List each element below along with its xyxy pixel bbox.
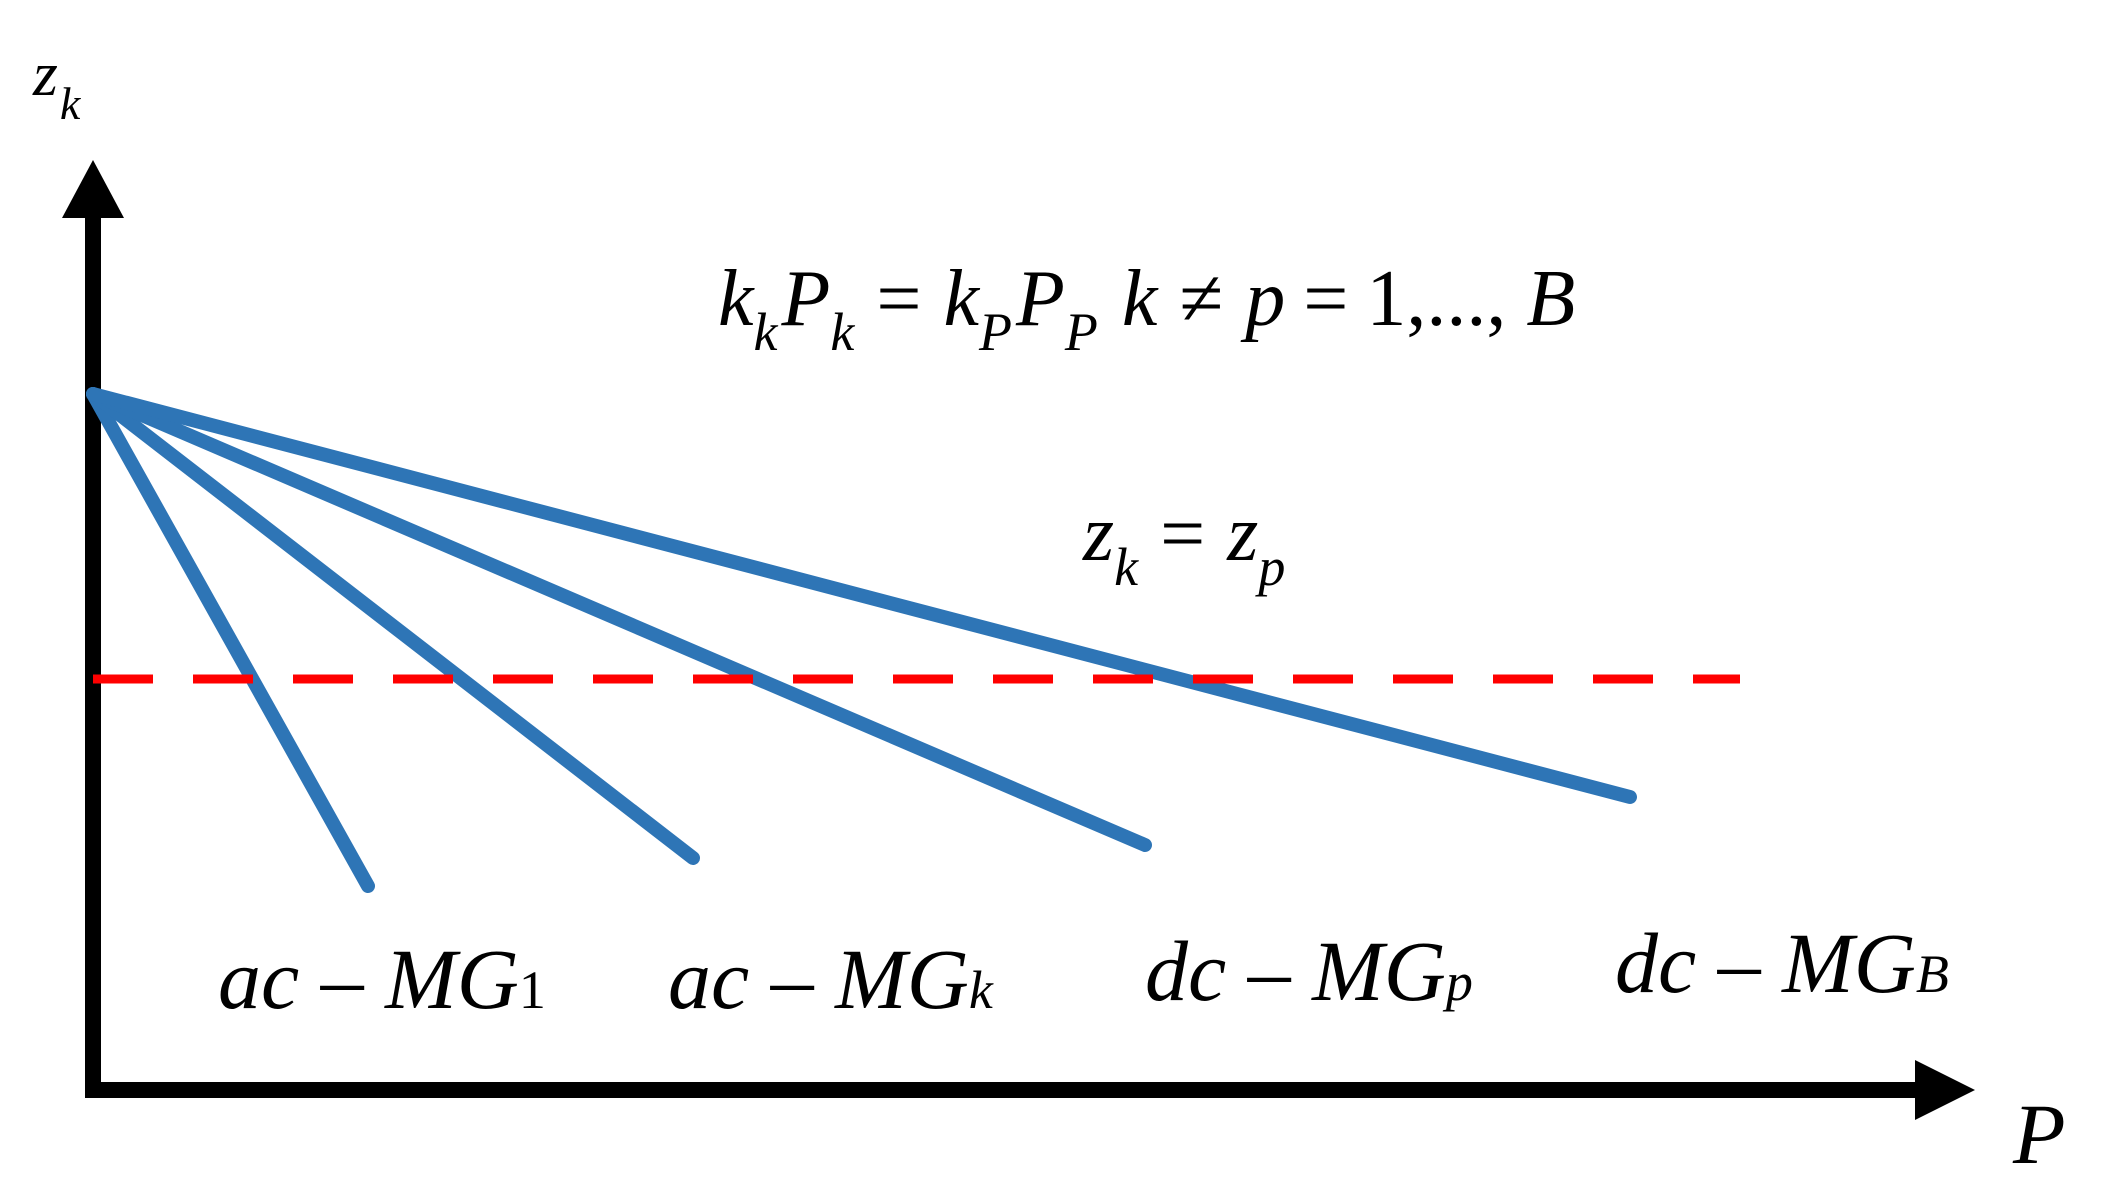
equation-equal-index: zk = zp — [1082, 490, 1285, 597]
y-axis-arrow-icon — [62, 160, 124, 218]
label-dc-mgp: dc – MGp — [1145, 923, 1473, 1019]
label-ac-mgk: ac – MGk — [668, 931, 994, 1027]
axes — [62, 160, 1975, 1120]
equation-equal-power-share: kkPk = kPPP k ≠ p = 1,..., B — [718, 255, 1575, 362]
x-axis-arrow-icon — [1915, 1060, 1975, 1120]
x-axis-label: P — [2012, 1086, 2066, 1182]
y-axis-label: zk — [32, 38, 82, 129]
droop-lines — [86, 387, 1637, 893]
droop-line-dc-mgp — [86, 387, 1152, 852]
droop-line-ac-mgk — [86, 387, 700, 865]
label-dc-mgB: dc – MGB — [1615, 915, 1949, 1011]
droop-labels: ac – MG1 ac – MGk dc – MGp dc – MGB — [218, 915, 1949, 1027]
droop-line-ac-mg1 — [86, 387, 375, 893]
label-ac-mg1: ac – MG1 — [218, 931, 546, 1027]
droop-line-dc-mgB — [86, 387, 1637, 804]
